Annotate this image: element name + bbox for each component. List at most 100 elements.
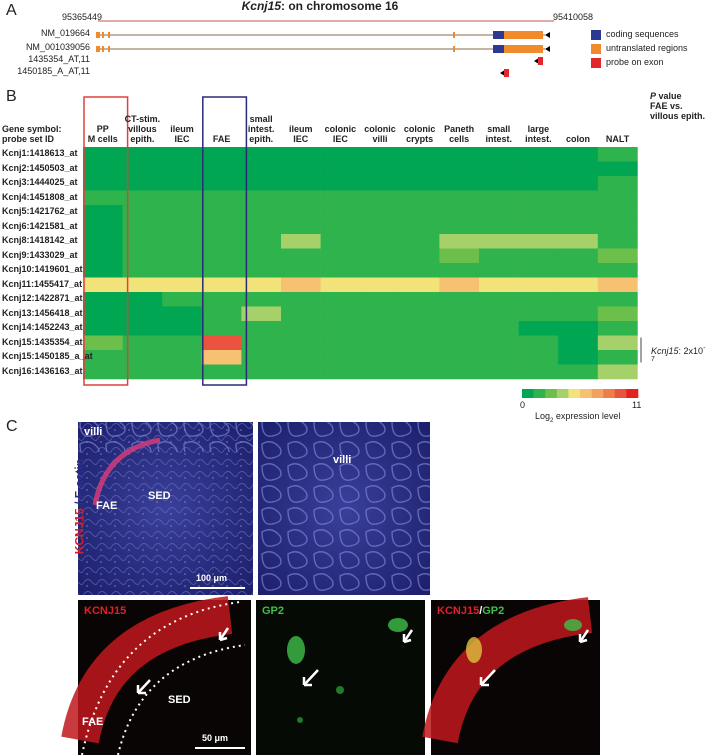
column-header: NALT	[605, 134, 630, 145]
micrograph-bottom-mid	[256, 600, 425, 755]
stain-red: KCNJ15	[72, 508, 87, 555]
heatmap-cell	[558, 263, 599, 278]
heatmap-cell	[439, 277, 480, 293]
row-label: Kcnj16:1436163_at	[2, 365, 83, 376]
heatmap-cell	[518, 190, 559, 206]
heatmap-cell	[281, 321, 321, 336]
heatmap-cell	[360, 176, 401, 191]
exon-utr	[453, 32, 455, 38]
heatmap-cell	[399, 350, 440, 365]
heatmap-cell	[281, 263, 321, 278]
heatmap-cell	[597, 176, 638, 191]
heatmap-cell	[320, 176, 361, 191]
label: villi	[84, 426, 103, 438]
heatmap-cell	[479, 205, 519, 220]
heatmap-cell	[479, 364, 519, 380]
heatmap-cell	[360, 190, 401, 206]
heatmap-cell	[518, 219, 559, 235]
label: FAE	[96, 500, 118, 512]
heatmap-cell	[360, 219, 401, 235]
heatmap-cell	[518, 277, 559, 293]
heatmap-cell	[360, 321, 401, 336]
heatmap-cell	[201, 350, 242, 365]
row-label: Kcnj14:1452243_at	[2, 322, 83, 332]
heatmap-cell	[162, 219, 203, 235]
heatmap-cell	[439, 335, 480, 351]
legend-label: coding sequences	[606, 29, 679, 39]
heatmap-cell	[241, 234, 282, 249]
heatmap-cell	[479, 350, 519, 365]
heatmap-cell	[281, 234, 321, 249]
heatmap-cell	[122, 321, 163, 336]
heatmap-cell	[201, 321, 242, 336]
heatmap-cell	[558, 176, 599, 191]
heatmap-cell	[320, 219, 361, 235]
heatmap-cell	[162, 292, 203, 307]
column-header: colonic IEC	[324, 124, 357, 145]
row-label: Kcnj8:1418142_at	[2, 235, 78, 245]
heatmap-cell	[597, 306, 638, 322]
heatmap-cell	[360, 263, 401, 278]
label: FAE	[82, 716, 104, 728]
heatmap-cell	[201, 335, 242, 351]
row-header: Gene symbol: probe set ID	[2, 124, 62, 145]
heatmap-cell	[479, 234, 519, 249]
pvalue-italic: P	[650, 91, 657, 101]
heatmap-cell	[241, 176, 282, 191]
heatmap-cell	[320, 335, 361, 351]
heatmap-cell	[281, 248, 321, 264]
heatmap-cell	[162, 364, 203, 380]
heatmap-cell	[360, 234, 401, 249]
heatmap-cell	[83, 335, 123, 351]
row-label: Kcnj10:1419601_at	[2, 264, 83, 274]
heatmap-cell	[201, 176, 242, 191]
heatmap-cell	[162, 147, 203, 162]
heatmap-cell	[83, 190, 123, 206]
heatmap-cell	[597, 205, 638, 220]
colorbar-swatch	[591, 389, 604, 398]
heatmap-cell	[241, 306, 282, 322]
heatmap-cell	[399, 364, 440, 380]
heatmap-cell	[518, 263, 559, 278]
heatmap-cell	[439, 176, 480, 191]
colorbar-swatch	[614, 389, 627, 398]
heatmap-cell	[558, 292, 599, 307]
exon-utr	[108, 46, 110, 52]
heatmap-cell	[479, 190, 519, 206]
heatmap-cell	[281, 205, 321, 220]
heatmap-cell	[162, 321, 203, 336]
heatmap-cell	[241, 190, 282, 206]
coordinate-end: 95410058	[553, 12, 594, 22]
heatmap-cell	[122, 234, 163, 249]
colorbar-label-rest: expression level	[553, 411, 621, 421]
legend-label: untranslated regions	[606, 43, 688, 53]
colorbar-swatch	[545, 389, 558, 398]
heatmap-cell	[399, 277, 440, 293]
heatmap-cell	[320, 234, 361, 249]
heatmap-cell	[201, 263, 242, 278]
column-header: CT-stim. villous epith.	[124, 114, 161, 145]
heatmap-cell	[162, 306, 203, 322]
heatmap-cell	[518, 335, 559, 351]
heatmap-cell	[201, 219, 242, 235]
row-label: Kcnj4:1451808_at	[2, 191, 78, 202]
heatmap-cell	[83, 248, 123, 264]
heatmap-cell	[558, 147, 599, 162]
heatmap-cell	[439, 321, 480, 336]
legend-label: probe on exon	[606, 57, 664, 67]
column-header: Paneth cells	[444, 124, 475, 145]
heatmap-cell	[83, 277, 123, 293]
label-sep: /	[479, 605, 483, 617]
heatmap-cell	[360, 306, 401, 322]
heatmap-cell	[399, 161, 440, 177]
heatmap-cell	[399, 335, 440, 351]
annotation-exp: -7	[651, 344, 706, 364]
pvalue-rest: value FAE vs. villous epith.	[650, 91, 706, 121]
heatmap-cell	[360, 205, 401, 220]
heatmap-cell	[320, 263, 361, 278]
exon-utr	[102, 32, 104, 38]
heatmap-cell	[360, 335, 401, 351]
heatmap-cell	[320, 350, 361, 365]
heatmap-cell	[439, 263, 480, 278]
heatmap-cell	[597, 321, 638, 336]
